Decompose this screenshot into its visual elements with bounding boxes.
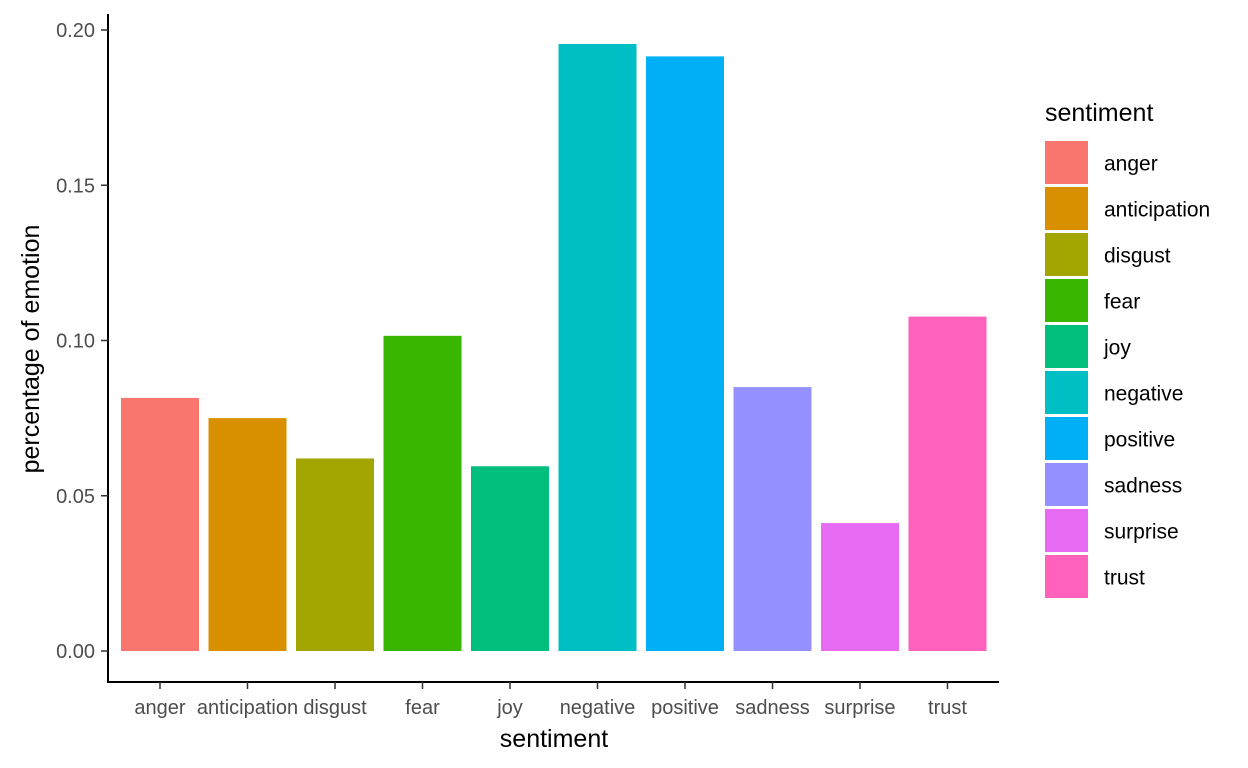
y-ticks: 0.00 0.05 0.10 0.15 0.20 xyxy=(56,20,108,663)
x-tick-label-sadness: sadness xyxy=(735,697,810,719)
legend-label-fear: fear xyxy=(1104,291,1140,314)
bar-fear xyxy=(383,335,462,651)
x-tick-label-disgust: disgust xyxy=(303,697,367,719)
y-tick-label: 0.10 xyxy=(56,331,95,353)
bar-surprise xyxy=(821,523,899,651)
bar-joy xyxy=(471,466,549,651)
legend-label-sadness: sadness xyxy=(1104,475,1182,498)
bar-trust xyxy=(908,316,987,651)
legend: sentiment anger anticipation disgust fear jo… xyxy=(1045,99,1210,598)
bar-anticipation xyxy=(208,418,287,651)
legend-label-joy: joy xyxy=(1103,337,1131,360)
x-ticks: anger anticipation disgust fear joy negative p… xyxy=(134,682,967,719)
x-tick-label-surprise: surprise xyxy=(824,697,895,719)
bar-anger xyxy=(121,397,199,651)
y-tick-label: 0.05 xyxy=(56,486,95,508)
legend-label-anger: anger xyxy=(1104,153,1158,176)
x-tick-label-positive: positive xyxy=(651,697,719,719)
x-axis-title: sentiment xyxy=(500,725,608,753)
legend-label-trust: trust xyxy=(1104,567,1145,590)
legend-key-disgust xyxy=(1045,233,1088,276)
bar-positive xyxy=(646,56,724,651)
legend-key-sadness xyxy=(1045,463,1088,506)
x-tick-label-anger: anger xyxy=(134,697,185,719)
legend-label-positive: positive xyxy=(1104,429,1175,452)
x-tick-label-joy: joy xyxy=(496,697,523,719)
legend-key-anticipation xyxy=(1045,187,1088,230)
legend-key-negative xyxy=(1045,371,1088,414)
y-axis-title: percentage of emotion xyxy=(17,225,45,474)
x-tick-label-negative: negative xyxy=(560,697,636,719)
legend-key-trust xyxy=(1045,555,1088,598)
legend-key-surprise xyxy=(1045,509,1088,552)
legend-key-fear xyxy=(1045,279,1088,322)
y-tick-label: 0.00 xyxy=(56,641,95,663)
y-tick-label: 0.15 xyxy=(56,175,95,197)
legend-key-joy xyxy=(1045,325,1088,368)
x-tick-label-anticipation: anticipation xyxy=(197,697,298,719)
bars-layer xyxy=(121,43,987,652)
x-tick-label-trust: trust xyxy=(928,697,967,719)
bar-sadness xyxy=(733,387,812,651)
legend-key-anger xyxy=(1045,141,1088,184)
legend-label-disgust: disgust xyxy=(1104,245,1171,268)
legend-label-anticipation: anticipation xyxy=(1104,199,1210,222)
axes-layer xyxy=(107,14,999,683)
bar-negative xyxy=(558,43,637,652)
bar-disgust xyxy=(296,458,374,651)
x-tick-label-fear: fear xyxy=(405,697,440,719)
legend-label-negative: negative xyxy=(1104,383,1183,406)
legend-title: sentiment xyxy=(1045,99,1153,127)
y-tick-label: 0.20 xyxy=(56,20,95,42)
legend-key-positive xyxy=(1045,417,1088,460)
legend-label-surprise: surprise xyxy=(1104,521,1179,544)
